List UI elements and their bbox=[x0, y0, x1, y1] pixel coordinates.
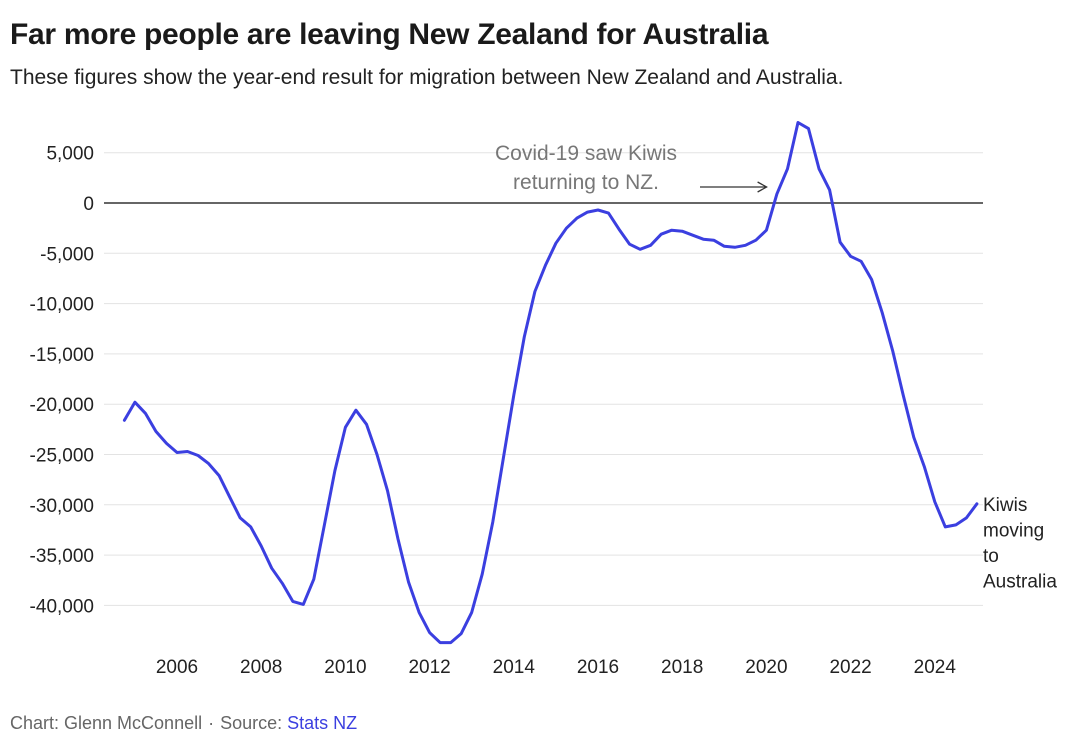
annotation-text: returning to NZ. bbox=[513, 171, 659, 194]
chart-subtitle: These figures show the year-end result f… bbox=[10, 66, 844, 89]
x-tick-label: 2022 bbox=[829, 657, 871, 678]
y-tick-label: -25,000 bbox=[30, 446, 94, 467]
y-tick-label: -10,000 bbox=[30, 295, 94, 316]
x-tick-label: 2016 bbox=[577, 657, 619, 678]
series-end-label: Kiwis bbox=[983, 495, 1027, 516]
annotation-text: Covid-19 saw Kiwis bbox=[495, 142, 677, 165]
y-tick-label: -35,000 bbox=[30, 546, 94, 567]
y-tick-label: -30,000 bbox=[30, 496, 94, 517]
series-end-label: Australia bbox=[983, 571, 1057, 592]
source-link[interactable]: Stats NZ bbox=[287, 713, 358, 733]
footer-separator: · bbox=[208, 713, 215, 733]
y-tick-label: 5,000 bbox=[46, 144, 94, 165]
source-prefix: Source: bbox=[220, 713, 283, 733]
chart-title: Far more people are leaving New Zealand … bbox=[10, 18, 769, 51]
x-tick-label: 2020 bbox=[745, 657, 787, 678]
x-tick-label: 2024 bbox=[914, 657, 957, 678]
credit-text: Chart: Glenn McConnell bbox=[10, 713, 203, 733]
chart-footer: Chart: Glenn McConnell · Source: Stats NZ bbox=[10, 713, 357, 734]
y-tick-label: -20,000 bbox=[30, 395, 94, 416]
x-tick-label: 2018 bbox=[661, 657, 703, 678]
x-tick-label: 2010 bbox=[324, 657, 366, 678]
x-tick-label: 2012 bbox=[408, 657, 450, 678]
y-tick-label: -5,000 bbox=[40, 244, 94, 265]
y-tick-label: 0 bbox=[83, 194, 94, 215]
x-tick-label: 2006 bbox=[156, 657, 198, 678]
y-tick-label: -40,000 bbox=[30, 596, 94, 617]
annotation-arrowhead bbox=[757, 181, 768, 193]
series-end-label: to bbox=[983, 546, 999, 567]
series-end-label: moving bbox=[983, 520, 1044, 541]
series-line bbox=[122, 121, 979, 645]
y-tick-label: -15,000 bbox=[30, 345, 94, 366]
x-tick-label: 2008 bbox=[240, 657, 282, 678]
x-tick-label: 2014 bbox=[493, 657, 536, 678]
